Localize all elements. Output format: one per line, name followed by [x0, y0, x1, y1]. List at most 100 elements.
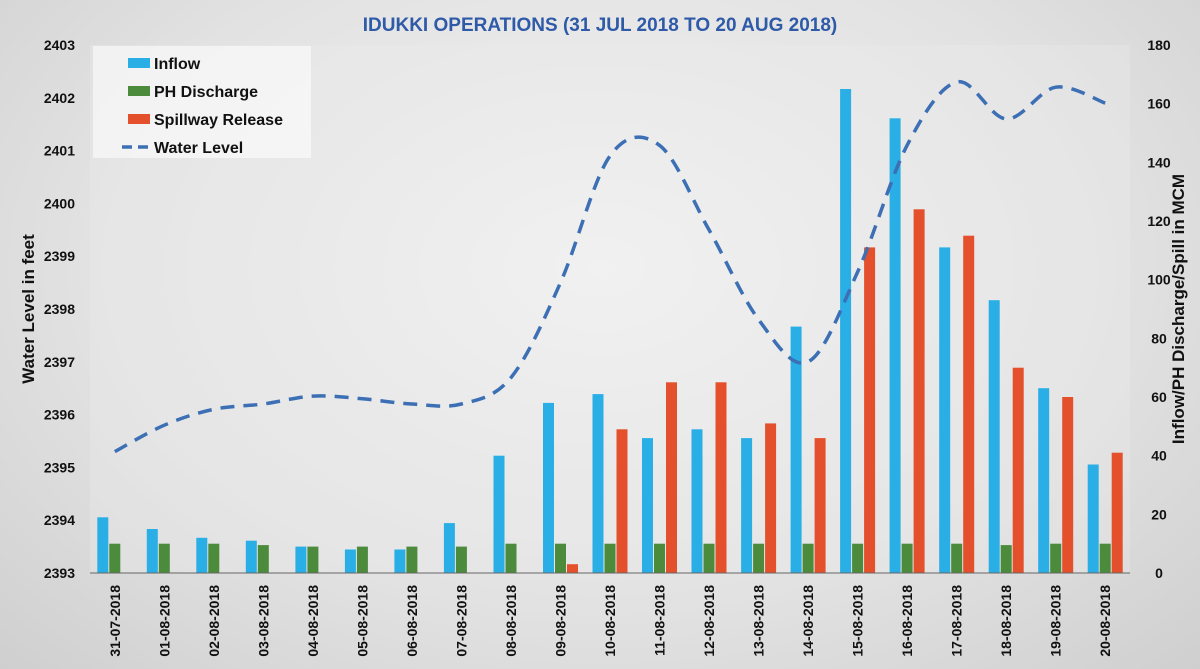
bar-inflow-02-08-2018 — [196, 537, 208, 573]
left-tick-label: 2402 — [44, 90, 75, 106]
bar-ph-discharge-14-08-2018 — [802, 543, 814, 573]
bar-spillway-release-19-08-2018 — [1062, 397, 1074, 573]
bar-spillway-release-11-08-2018 — [666, 382, 677, 573]
water-level-line — [113, 80, 1106, 454]
bar-ph-discharge-16-08-2018 — [901, 543, 913, 573]
bar-ph-discharge-03-08-2018 — [257, 545, 269, 573]
left-tick-label: 2395 — [44, 459, 75, 475]
bar-inflow-10-08-2018 — [592, 394, 604, 573]
x-axis-ticks: 31-07-2018 01-08-2018 02-08-2018 03-08-2018… — [107, 585, 1113, 657]
right-axis-ticks: 0 20 40 60 80 100 120 140 160 180 — [1147, 37, 1171, 581]
x-tick-label: 13-08-2018 — [751, 585, 767, 657]
left-tick-label: 2398 — [44, 301, 75, 317]
right-axis-title: Inflow/PH Discharge/Spill in MCM — [1169, 174, 1188, 444]
legend-swatch-inflow — [128, 58, 150, 68]
bar-ph-discharge-06-08-2018 — [406, 546, 418, 573]
x-tick-label: 18-08-2018 — [998, 585, 1014, 657]
x-tick-label: 03-08-2018 — [255, 585, 271, 657]
x-tick-label: 04-08-2018 — [305, 585, 321, 657]
bar-inflow-14-08-2018 — [790, 326, 802, 573]
x-tick-label: 07-08-2018 — [453, 585, 469, 657]
left-tick-label: 2397 — [44, 354, 75, 370]
bar-spillway-release-16-08-2018 — [913, 209, 925, 574]
right-tick-label: 0 — [1155, 565, 1163, 581]
bars-group — [97, 89, 1123, 574]
bar-spillway-release-18-08-2018 — [1012, 367, 1024, 573]
bar-ph-discharge-01-08-2018 — [158, 543, 170, 573]
right-tick-label: 120 — [1147, 213, 1171, 229]
bar-inflow-04-08-2018 — [295, 546, 307, 573]
bar-spillway-release-12-08-2018 — [715, 382, 727, 573]
bar-inflow-07-08-2018 — [443, 523, 455, 573]
x-tick-label: 02-08-2018 — [206, 585, 222, 657]
left-tick-label: 2396 — [44, 407, 75, 423]
bar-inflow-12-08-2018 — [691, 429, 703, 573]
bar-ph-discharge-31-07-2018 — [109, 543, 121, 573]
bar-spillway-release-14-08-2018 — [814, 438, 826, 573]
legend-swatch-spillway-release — [128, 114, 150, 124]
left-axis-ticks: 2393 2394 2395 2396 2397 2398 2399 2400 2401 2402… — [44, 37, 75, 581]
bar-ph-discharge-18-08-2018 — [1000, 545, 1012, 573]
legend-label-inflow: Inflow — [154, 56, 201, 73]
bar-ph-discharge-07-08-2018 — [455, 546, 467, 573]
bar-ph-discharge-15-08-2018 — [852, 543, 864, 573]
bar-inflow-09-08-2018 — [543, 402, 554, 573]
x-tick-label: 19-08-2018 — [1048, 585, 1064, 657]
right-tick-label: 100 — [1147, 272, 1171, 288]
left-tick-label: 2403 — [44, 37, 75, 53]
x-tick-label: 09-08-2018 — [553, 585, 569, 657]
legend-label-spillway-release: Spillway Release — [154, 112, 283, 129]
bar-inflow-17-08-2018 — [939, 247, 951, 573]
x-tick-label: 14-08-2018 — [800, 585, 816, 657]
bar-inflow-31-07-2018 — [97, 517, 109, 573]
x-tick-label: 15-08-2018 — [850, 585, 866, 657]
bar-spillway-release-20-08-2018 — [1111, 452, 1123, 573]
bar-inflow-20-08-2018 — [1087, 464, 1099, 573]
bar-spillway-release-13-08-2018 — [765, 423, 777, 573]
bar-inflow-03-08-2018 — [245, 540, 257, 573]
x-tick-label: 11-08-2018 — [652, 585, 668, 656]
bar-ph-discharge-17-08-2018 — [951, 543, 963, 573]
bar-ph-discharge-04-08-2018 — [307, 546, 319, 573]
bar-inflow-16-08-2018 — [889, 118, 901, 574]
x-tick-label: 01-08-2018 — [156, 585, 172, 657]
bar-inflow-19-08-2018 — [1038, 388, 1050, 573]
x-tick-label: 12-08-2018 — [701, 585, 717, 657]
legend-label-water-level: Water Level — [154, 140, 243, 157]
bar-inflow-01-08-2018 — [146, 529, 158, 573]
left-tick-label: 2393 — [44, 565, 75, 581]
bar-ph-discharge-12-08-2018 — [703, 543, 715, 573]
bar-ph-discharge-19-08-2018 — [1050, 543, 1062, 573]
right-tick-label: 40 — [1151, 448, 1167, 464]
x-tick-label: 31-07-2018 — [107, 585, 123, 657]
bar-ph-discharge-20-08-2018 — [1099, 543, 1111, 573]
bar-inflow-18-08-2018 — [988, 300, 1000, 573]
left-axis-title: Water Level in feet — [19, 234, 38, 384]
right-tick-label: 60 — [1151, 389, 1167, 405]
bar-ph-discharge-08-08-2018 — [505, 543, 517, 573]
x-tick-label: 20-08-2018 — [1097, 585, 1113, 657]
bar-ph-discharge-05-08-2018 — [356, 546, 368, 573]
x-tick-label: 17-08-2018 — [949, 585, 965, 657]
bar-inflow-13-08-2018 — [741, 438, 753, 573]
right-tick-label: 140 — [1147, 154, 1171, 170]
water-level-line-group — [113, 80, 1106, 454]
chart-title: IDUKKI OPERATIONS (31 JUL 2018 TO 20 AUG… — [363, 15, 837, 36]
x-tick-label: 06-08-2018 — [404, 585, 420, 657]
left-tick-label: 2400 — [44, 195, 75, 211]
legend: Inflow PH Discharge Spillway Release Water … — [93, 46, 311, 158]
bar-ph-discharge-11-08-2018 — [654, 543, 665, 573]
right-tick-label: 80 — [1151, 330, 1167, 346]
bar-spillway-release-10-08-2018 — [616, 429, 628, 573]
x-tick-label: 08-08-2018 — [503, 585, 519, 657]
bar-inflow-06-08-2018 — [394, 549, 406, 573]
bar-inflow-11-08-2018 — [642, 438, 653, 573]
bar-spillway-release-09-08-2018 — [567, 564, 578, 573]
bar-ph-discharge-09-08-2018 — [555, 543, 566, 573]
bar-inflow-05-08-2018 — [344, 549, 356, 573]
right-tick-label: 180 — [1147, 37, 1171, 53]
x-tick-label: 16-08-2018 — [899, 585, 915, 657]
left-tick-label: 2399 — [44, 248, 75, 264]
